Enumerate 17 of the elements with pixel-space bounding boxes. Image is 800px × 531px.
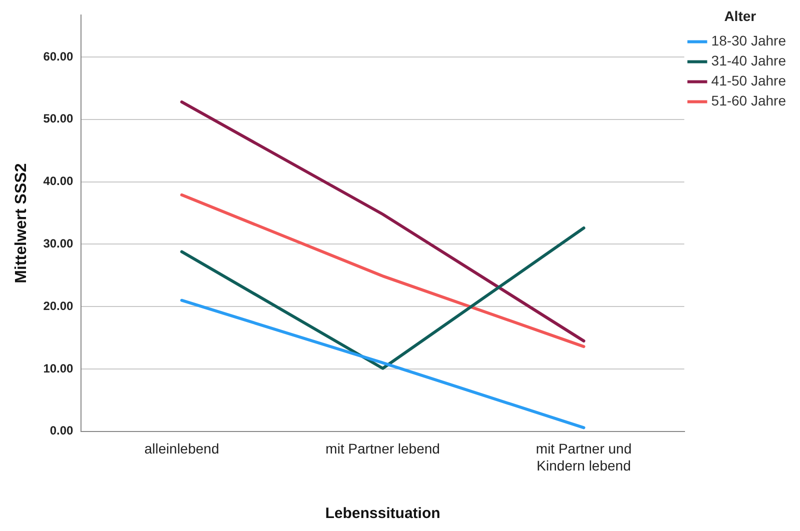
legend-label: 31-40 Jahre [711,52,786,69]
legend-label: 51-60 Jahre [711,92,786,109]
y-tick-label: 30.00 [43,236,74,251]
legend-label: 18-30 Jahre [711,32,786,49]
x-axis-title: Lebenssituation [325,505,440,522]
y-tick-label: 10.00 [43,361,74,376]
y-tick-label: 50.00 [43,112,74,126]
y-axis-title: Mittelwert SSS2 [13,163,30,284]
y-tick-label: 40.00 [43,174,74,188]
legend-title: Alter [724,8,757,24]
x-tick-label: mit Partner lebend [326,440,440,457]
x-tick-label: alleinlebend [144,440,220,457]
y-tick-label: 0.00 [50,424,74,438]
y-tick-label: 60.00 [43,49,74,64]
x-tick-label: mit Partner und Kindern lebend [536,440,632,474]
legend-label: 41-50 Jahre [711,72,786,89]
y-tick-label: 20.00 [43,298,74,313]
